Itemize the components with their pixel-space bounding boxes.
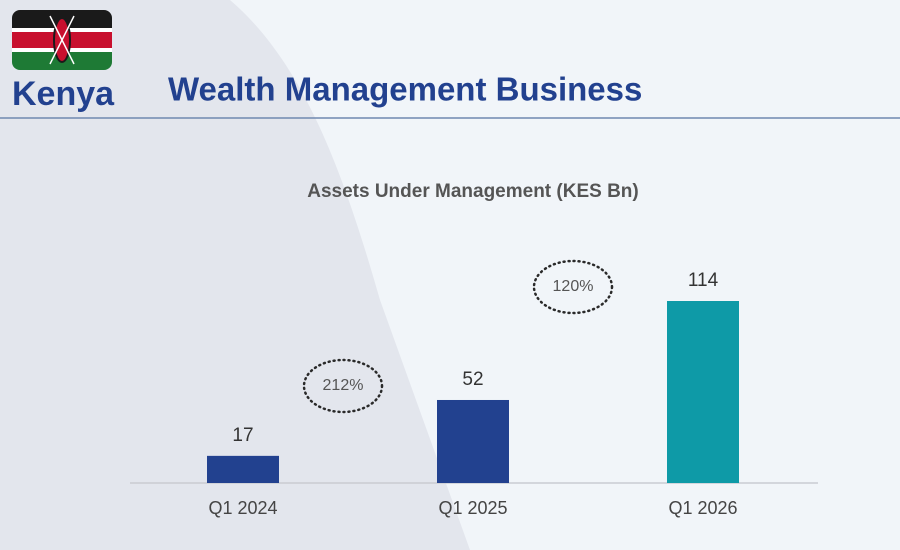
x-tick-label: Q1 2026	[668, 498, 737, 518]
x-tick-label: Q1 2025	[438, 498, 507, 518]
country: Kenya	[12, 75, 115, 113]
chart-title: Assets Under Management (KES Bn)	[307, 181, 639, 202]
value-label: 114	[688, 270, 719, 291]
growth-label: 212%	[323, 377, 364, 394]
value-label: 52	[462, 369, 483, 390]
growth-ring	[532, 259, 614, 315]
bar	[207, 455, 279, 483]
x-tick-label: Q1 2024	[208, 498, 277, 518]
growth-label: 120%	[553, 278, 594, 295]
value-label: 17	[232, 425, 253, 446]
bar	[667, 301, 739, 483]
background-shape	[0, 0, 470, 550]
growth-ring	[302, 358, 384, 414]
flag	[12, 10, 112, 70]
bar	[437, 399, 509, 483]
page-title: Wealth Management Business	[168, 71, 642, 108]
